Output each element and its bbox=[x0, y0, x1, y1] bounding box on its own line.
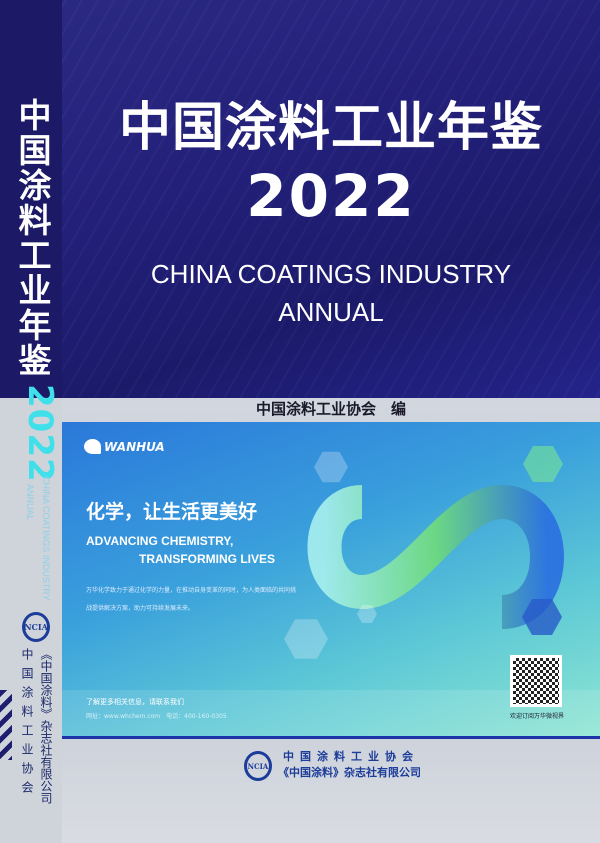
spine-top bbox=[0, 0, 62, 398]
ad-slogan-en-1: ADVANCING CHEMISTRY, bbox=[86, 534, 234, 548]
ad-paragraph: 万华化学致力于通过化学的力量，在推动自身变革的同时，为人类面临的共同挑战提供解决… bbox=[86, 587, 297, 612]
spine-year: 2022 bbox=[20, 384, 60, 483]
hex-icon bbox=[284, 619, 328, 659]
cover-title: 中国涂料工业年鉴 bbox=[118, 98, 543, 158]
spine-publisher-1: 《中国涂料》杂志社有限公司 bbox=[39, 648, 53, 804]
wanhua-logo-icon bbox=[84, 439, 101, 454]
spine-title: 中国涂料工业年鉴 bbox=[18, 96, 52, 380]
publisher-line-1: 中国涂料工业协会 bbox=[283, 750, 419, 763]
shield-hex-icon bbox=[522, 599, 562, 635]
editor-credit: 中国涂料工业协会 编 bbox=[255, 400, 406, 418]
publisher-ncia-logo: NCIA bbox=[244, 751, 272, 781]
spine-ncia-logo: NCIA bbox=[22, 612, 50, 642]
ad-slogan-en-2: TRANSFORMING LIVES bbox=[139, 552, 276, 566]
hex-icon bbox=[523, 446, 563, 482]
wanhua-logo: WANHUA bbox=[84, 439, 165, 454]
cover-title-en-2: ANNUAL bbox=[278, 297, 384, 327]
wanhua-advertisement: WANHUA 化学，让生活更美好 ADVANCING CHEMISTRY, TR… bbox=[62, 422, 600, 739]
spine-title-en-2: ANNUAL bbox=[25, 484, 35, 521]
cover-top-background bbox=[0, 0, 600, 398]
contact-info: 网址：www.whchem.com 电话：400-160-0305 bbox=[86, 713, 227, 720]
spine-publisher-2: 中国涂料工业协会 bbox=[20, 648, 34, 800]
spine-title-en-1: CHINA COATINGS INDUSTRY bbox=[41, 476, 51, 601]
contact-title: 了解更多相关信息，请联系我们 bbox=[86, 698, 184, 706]
infinity-graphic bbox=[307, 484, 564, 629]
cover-year: 2022 bbox=[246, 162, 416, 230]
qr-code[interactable] bbox=[510, 655, 562, 707]
qr-caption: 欢迎订阅万华微视界 bbox=[509, 713, 564, 720]
ad-slogan-cn: 化学，让生活更美好 bbox=[86, 501, 258, 523]
publisher-line-2: 《中国涂料》杂志社有限公司 bbox=[278, 766, 421, 779]
brand-name: WANHUA bbox=[104, 439, 165, 454]
spine-stripes bbox=[0, 690, 12, 760]
cover-title-en: CHINA COATINGS INDUSTRY ANNUAL bbox=[62, 255, 600, 331]
hex-icon bbox=[357, 605, 377, 623]
cover-title-en-1: CHINA COATINGS INDUSTRY bbox=[150, 259, 512, 289]
